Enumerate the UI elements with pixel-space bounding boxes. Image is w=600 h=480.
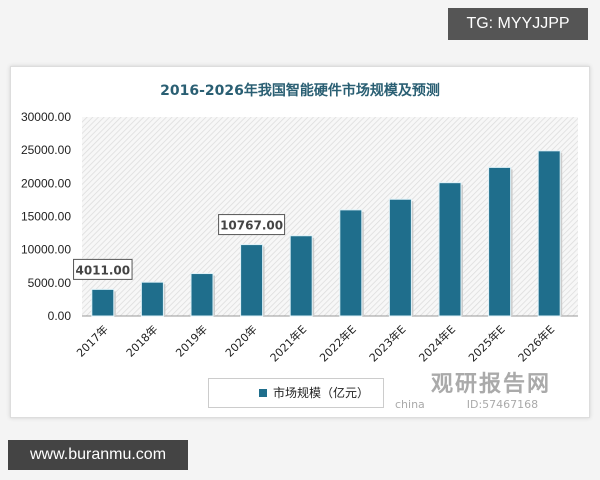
bar — [488, 166, 512, 317]
bar — [537, 150, 561, 317]
chart-title: 2016-2026年我国智能硬件市场规模及预测 — [160, 83, 440, 99]
y-tick-label: 15000.00 — [21, 210, 71, 224]
logo-watermark: 观研报告网 china ID:57467168 — [395, 366, 551, 411]
logo-name: 观研报告网 — [431, 372, 552, 397]
legend: 市场规模（亿元） — [208, 378, 384, 408]
data-label: 10767.00 — [220, 219, 283, 233]
data-label: 4011.00 — [75, 263, 130, 277]
y-tick-label: 0.00 — [48, 309, 72, 323]
bar — [190, 273, 214, 317]
y-tick-label: 5000.00 — [28, 276, 72, 290]
bar — [240, 244, 264, 317]
x-tick-label: 2022年E — [317, 322, 359, 364]
x-tick-label: 2018年 — [123, 322, 160, 359]
bar — [91, 288, 115, 317]
bar — [438, 182, 462, 317]
legend-label: 市场规模（亿元） — [273, 386, 370, 400]
x-tick-label: 2024年E — [416, 322, 458, 364]
data-label-box — [73, 258, 133, 280]
x-tick-label: 2019年 — [173, 322, 210, 359]
x-tick-label: 2025年E — [465, 322, 507, 364]
x-tick-label: 2017年 — [73, 322, 110, 359]
y-tick-label: 25000.00 — [21, 143, 71, 157]
legend-swatch — [259, 389, 267, 397]
logo-id: ID:57467168 — [466, 398, 539, 411]
y-tick-label: 20000.00 — [21, 176, 71, 190]
bar — [388, 198, 412, 317]
x-tick-label: 2023年E — [366, 322, 408, 364]
bar — [289, 235, 313, 317]
y-tick-label: 30000.00 — [21, 110, 71, 124]
bar — [339, 209, 363, 317]
bar — [140, 281, 164, 317]
logo-sub: china — [395, 398, 425, 411]
x-tick-label: 2026年E — [515, 322, 557, 364]
x-tick-label: 2020年 — [222, 322, 259, 359]
tg-watermark: TG: MYYJJPP — [448, 8, 588, 40]
site-watermark: www.buranmu.com — [8, 440, 188, 470]
data-label-box — [218, 214, 286, 236]
x-tick-label: 2021年E — [267, 322, 309, 364]
y-tick-label: 10000.00 — [21, 243, 71, 257]
